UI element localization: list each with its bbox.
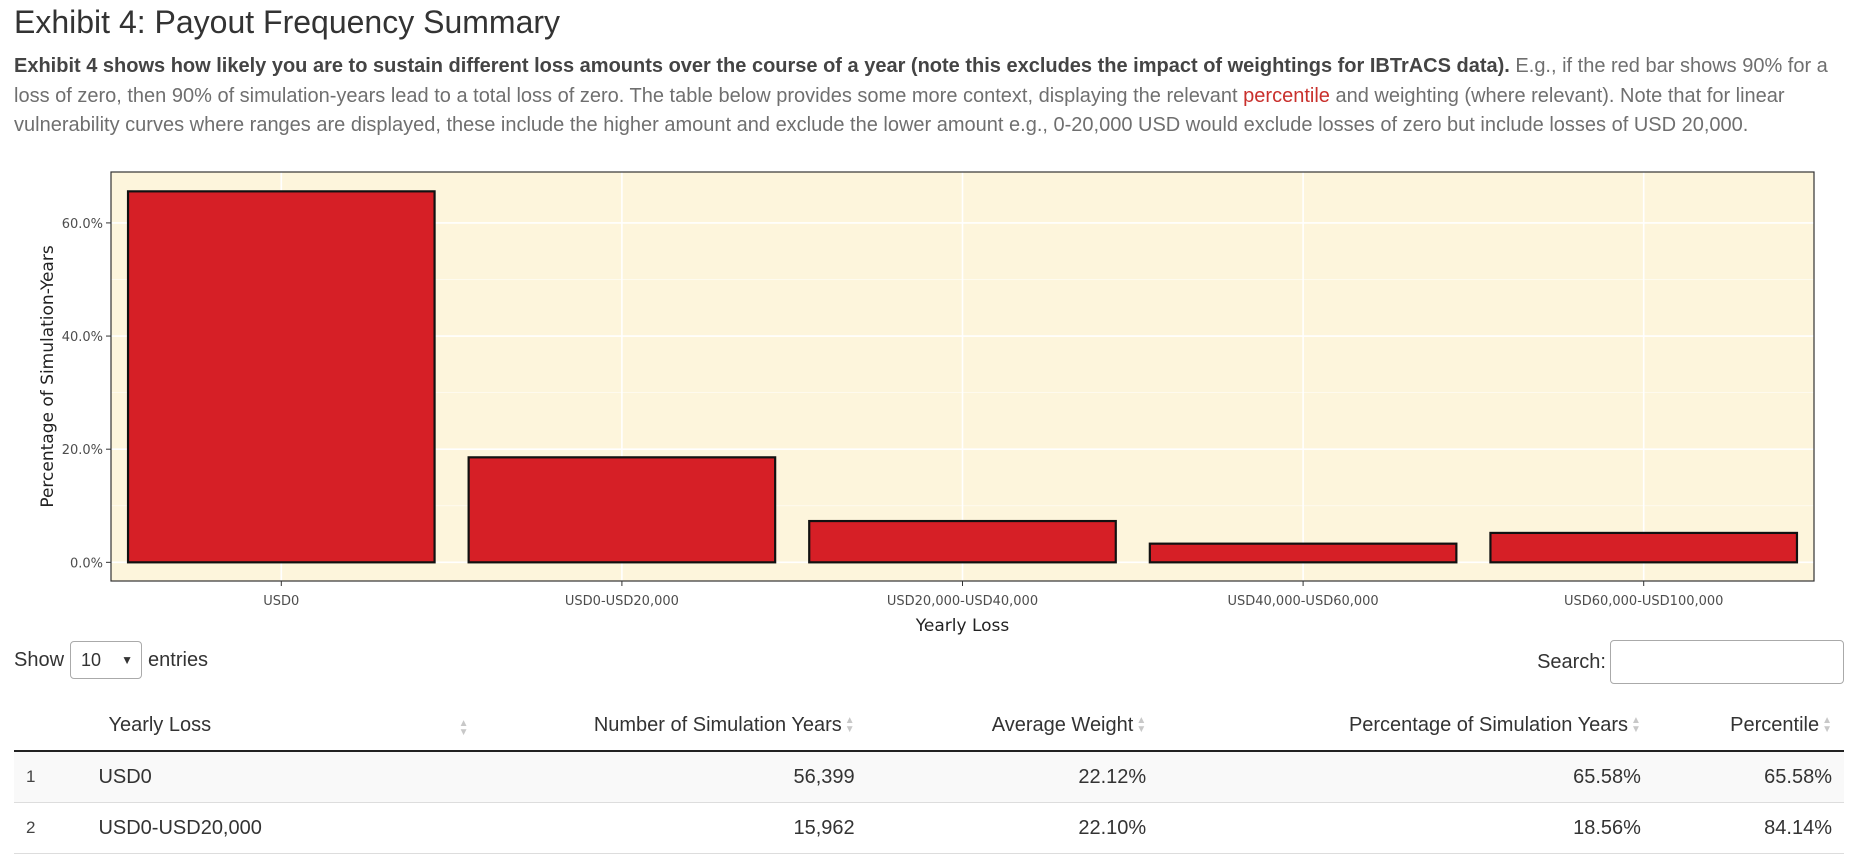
description-text-1: E.g., if the red bar shows 90% for a los… (14, 55, 1828, 107)
page-title: Exhibit 4: Payout Frequency Summary (14, 4, 561, 40)
table-row[interactable]: 1 USD0 56,399 22.12% 65.58% 65.58% (14, 751, 1844, 803)
chevron-down-icon: ▼ (121, 653, 134, 667)
row-index: 1 (14, 751, 99, 803)
cell-percentile: 65.58% (1652, 751, 1844, 803)
entries-label: entries (148, 648, 209, 671)
column-header-index (14, 700, 99, 752)
sort-icon: ▲ ▼ (1136, 715, 1147, 736)
table-header-row: Yearly Loss ▲ ▼ Number of Simulation Years… (14, 700, 1844, 752)
x-tick-label: USD40,000-USD60,000 (1227, 594, 1378, 609)
entries-select-value: 10 (81, 649, 102, 670)
length-control: Show 10 ▼ entries (14, 641, 208, 679)
column-header-yearly-loss[interactable]: Yearly Loss ▲ ▼ (98, 700, 483, 752)
row-index: 2 (14, 802, 99, 854)
column-header-average-weight[interactable]: Average Weight ▲ ▼ (866, 700, 1159, 752)
cell-yearly-loss: USD0 (98, 751, 483, 803)
description-bold: Exhibit 4 shows how likely you are to su… (14, 55, 1510, 77)
y-tick-label: 20.0% (62, 443, 103, 458)
bar-3 (808, 519, 1117, 564)
x-tick-label: USD20,000-USD40,000 (887, 594, 1038, 609)
show-label: Show (14, 648, 65, 671)
cell-average-weight: 22.10% (866, 802, 1159, 854)
payout-frequency-chart: 0.0% 20.0% 40.0% 60.0% USD0 USD0-USD20,000 USD… (38, 171, 1815, 636)
x-tick-label: USD0-USD20,000 (565, 594, 679, 609)
cell-number-of-years: 15,962 (482, 802, 867, 854)
exhibit-description: Exhibit 4 shows how likely you are to su… (14, 52, 1844, 141)
cell-percentile: 84.14% (1652, 802, 1844, 854)
column-header-percentile[interactable]: Percentile ▲ ▼ (1652, 700, 1844, 752)
y-tick-label: 60.0% (62, 217, 103, 232)
sort-icon: ▲ ▼ (1822, 715, 1832, 736)
bar-1 (126, 190, 436, 564)
percentile-link[interactable]: percentile (1243, 84, 1330, 107)
x-tick-label: USD60,000-USD100,000 (1564, 594, 1724, 609)
y-axis-title: Percentage of Simulation-Years (38, 245, 58, 507)
search-label: Search: (1537, 650, 1606, 673)
description-text-2: and weighting (where relevant). Note tha… (14, 84, 1785, 137)
bar-4 (1148, 542, 1458, 564)
x-axis-title: Yearly Loss (915, 616, 1010, 636)
bar-2 (467, 456, 777, 564)
frequency-table: Yearly Loss ▲ ▼ Number of Simulation Years… (14, 700, 1844, 854)
table-row[interactable]: 2 USD0-USD20,000 15,962 22.10% 18.56% 84… (14, 802, 1844, 854)
y-tick-label: 40.0% (62, 330, 103, 345)
cell-average-weight: 22.12% (866, 751, 1159, 803)
search-control: Search: (1537, 640, 1844, 684)
cell-yearly-loss: USD0-USD20,000 (98, 802, 483, 854)
entries-select[interactable]: 10 ▼ (70, 641, 143, 679)
x-tick-label: USD0 (263, 594, 299, 609)
sort-icon: ▲ ▼ (458, 718, 469, 738)
column-header-number-of-years[interactable]: Number of Simulation Years ▲ ▼ (482, 700, 867, 752)
y-tick-label: 0.0% (70, 556, 103, 571)
cell-percentage: 65.58% (1158, 751, 1653, 803)
cell-percentage: 18.56% (1158, 802, 1653, 854)
column-header-percentage[interactable]: Percentage of Simulation Years ▲ ▼ (1158, 700, 1653, 752)
sort-icon: ▲ ▼ (844, 715, 855, 736)
cell-number-of-years: 56,399 (482, 751, 867, 803)
bar-5 (1489, 531, 1799, 564)
sort-icon: ▲ ▼ (1631, 715, 1641, 736)
search-input[interactable] (1610, 640, 1844, 684)
